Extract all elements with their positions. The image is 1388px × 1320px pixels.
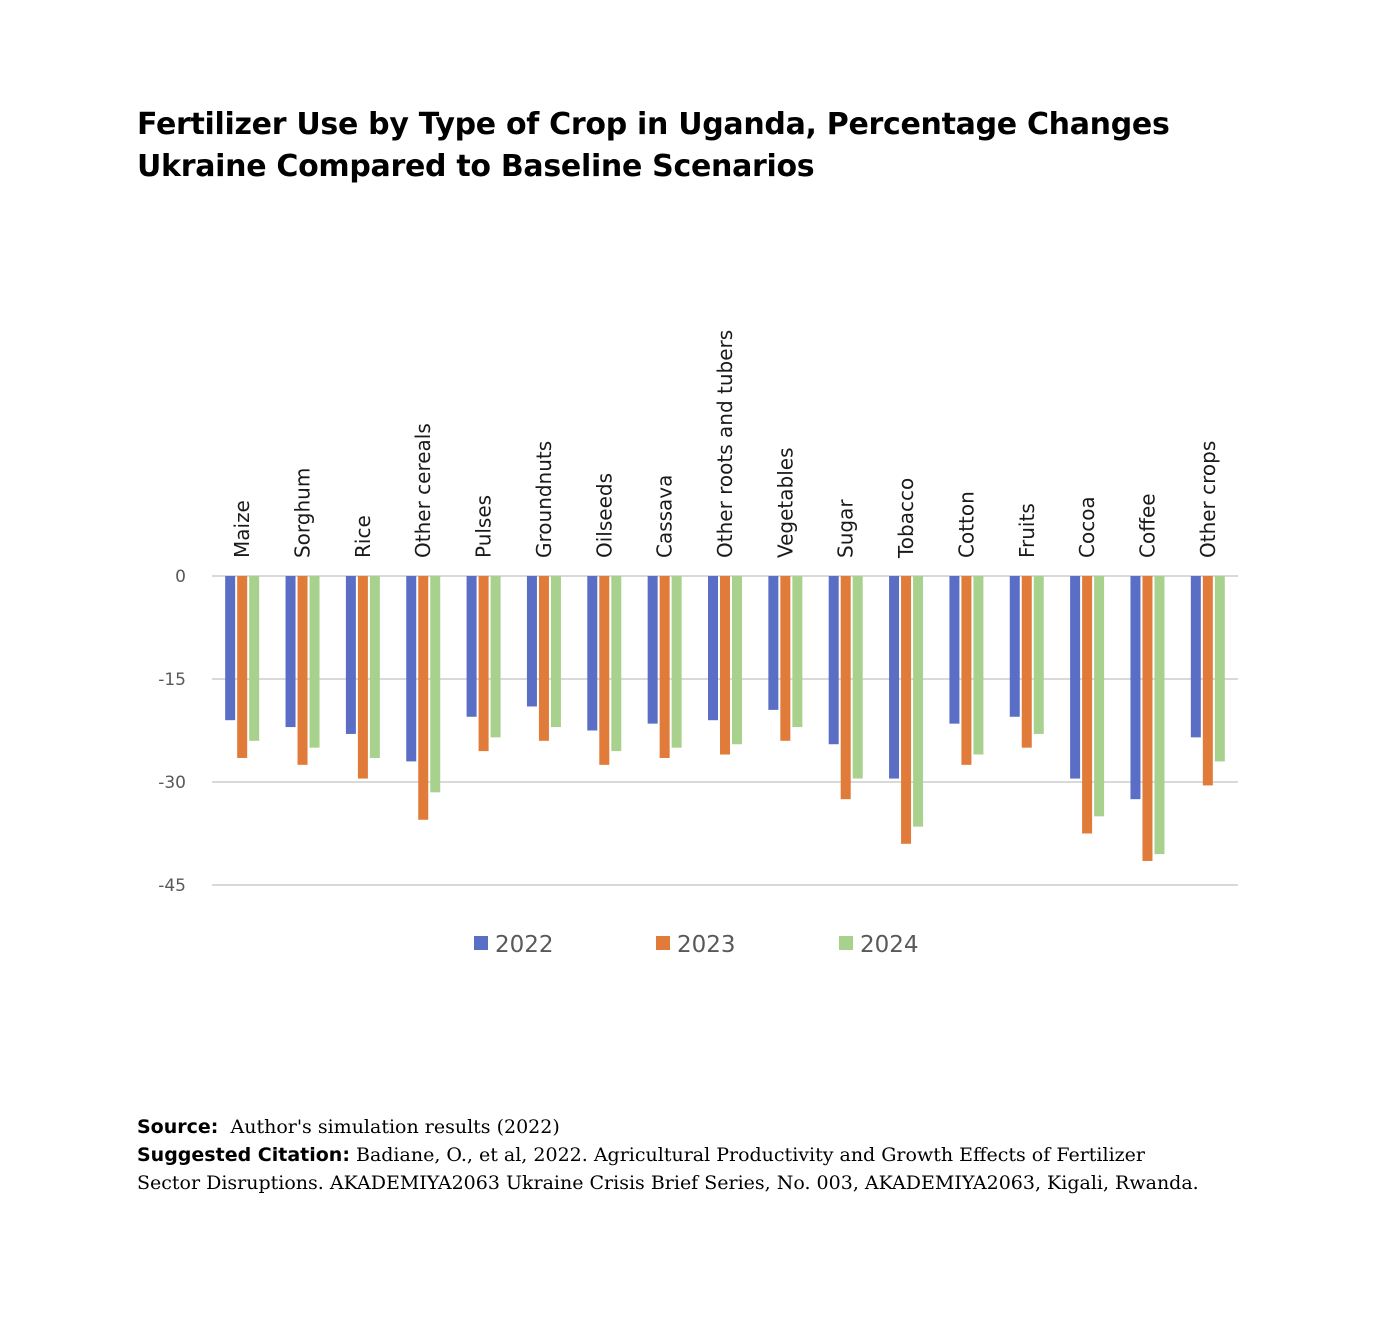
category-label: Coffee [1135,493,1159,558]
bar [225,576,236,721]
bars [225,576,1225,861]
chart-title-line-2: Ukraine Compared to Baseline Scenarios [137,149,815,184]
bar [538,576,549,741]
bar [309,576,320,748]
bar [430,576,441,793]
category-label: Fruits [1015,503,1039,558]
category-label: Sorghum [291,468,315,558]
y-tick-label: -45 [158,876,186,896]
bar [490,576,501,738]
bar [478,576,489,752]
category-label: Maize [230,500,254,558]
bar [599,576,610,765]
category-label: Cocoa [1075,496,1099,558]
legend-label: 2024 [860,932,919,958]
bar [1082,576,1093,834]
category-label: Tobacco [894,478,918,559]
bar [901,576,912,844]
source-label: Source: [137,1116,219,1138]
bar [732,576,742,745]
source-text: Author's simulation results (2022) [230,1116,560,1138]
bar [369,576,380,758]
bar [587,576,598,731]
legend-label: 2022 [495,932,554,958]
bar [1033,576,1044,734]
bar [1142,576,1153,861]
bar [237,576,248,758]
bar [1021,576,1032,748]
category-label: Groundnuts [532,441,556,558]
legend: 2022 2023 2024 [474,932,919,958]
y-tick-label: -15 [158,670,186,690]
citation-text-1: Badiane, O., et al, 2022. Agricultural P… [355,1144,1145,1166]
citation-line-1: Suggested Citation: Badiane, O., et al, … [137,1141,1277,1169]
bar [249,576,260,741]
category-label: Cassava [653,475,677,558]
bar [840,576,851,800]
y-tick-label: -30 [158,773,186,793]
bar [828,576,839,745]
bar [1214,576,1225,762]
category-label: Vegetables [773,447,797,558]
bar [406,576,417,762]
bar [1009,576,1020,717]
bar [345,576,356,734]
category-label: Oilseeds [592,473,616,558]
bar [526,576,537,707]
legend-swatch [474,936,488,950]
bar [852,576,863,779]
bar [973,576,984,755]
bar [1154,576,1165,855]
bar [418,576,429,820]
category-label: Cotton [954,491,978,558]
bar [768,576,779,710]
category-label: Other crops [1196,441,1220,558]
bar [659,576,670,758]
bar [913,576,924,827]
category-label: Rice [351,515,375,558]
bar [1070,576,1081,779]
bar [889,576,900,779]
footer: Source: Author's simulation results (202… [137,1113,1277,1197]
legend-swatch [656,936,670,950]
bar [550,576,561,728]
y-axis-ticks: 0 -15 -30 -45 [158,567,186,896]
category-label: Other cereals [411,423,435,558]
bar [285,576,296,728]
bar [780,576,791,741]
category-label: Sugar [834,499,858,558]
citation-line-2: Sector Disruptions. AKADEMIYA2063 Ukrain… [137,1172,1199,1194]
bar [708,576,718,721]
bar [647,576,658,724]
chart-title-line-1: Fertilizer Use by Type of Crop in Uganda… [137,107,1170,142]
bar [357,576,368,779]
bar [466,576,477,717]
bar [1202,576,1213,786]
chart-title: Fertilizer Use by Type of Crop in Uganda… [137,104,1257,188]
bar [611,576,622,752]
source-line: Source: Author's simulation results (202… [137,1113,1277,1141]
legend-label: 2023 [677,932,736,958]
bar [1094,576,1105,817]
y-tick-label: 0 [175,567,186,587]
bar [720,576,730,755]
bar [949,576,960,724]
bar [961,576,972,765]
citation-label: Suggested Citation: [137,1144,350,1166]
bar [792,576,803,728]
legend-swatch [839,936,853,950]
category-label: Pulses [472,495,496,558]
bar [297,576,308,765]
category-label: Other roots and tubers [713,330,737,558]
bar [1130,576,1141,800]
bar [1190,576,1201,738]
bar [671,576,682,748]
category-labels: Maize Sorghum Rice Other cereals Pulses Groun… [230,330,1220,559]
